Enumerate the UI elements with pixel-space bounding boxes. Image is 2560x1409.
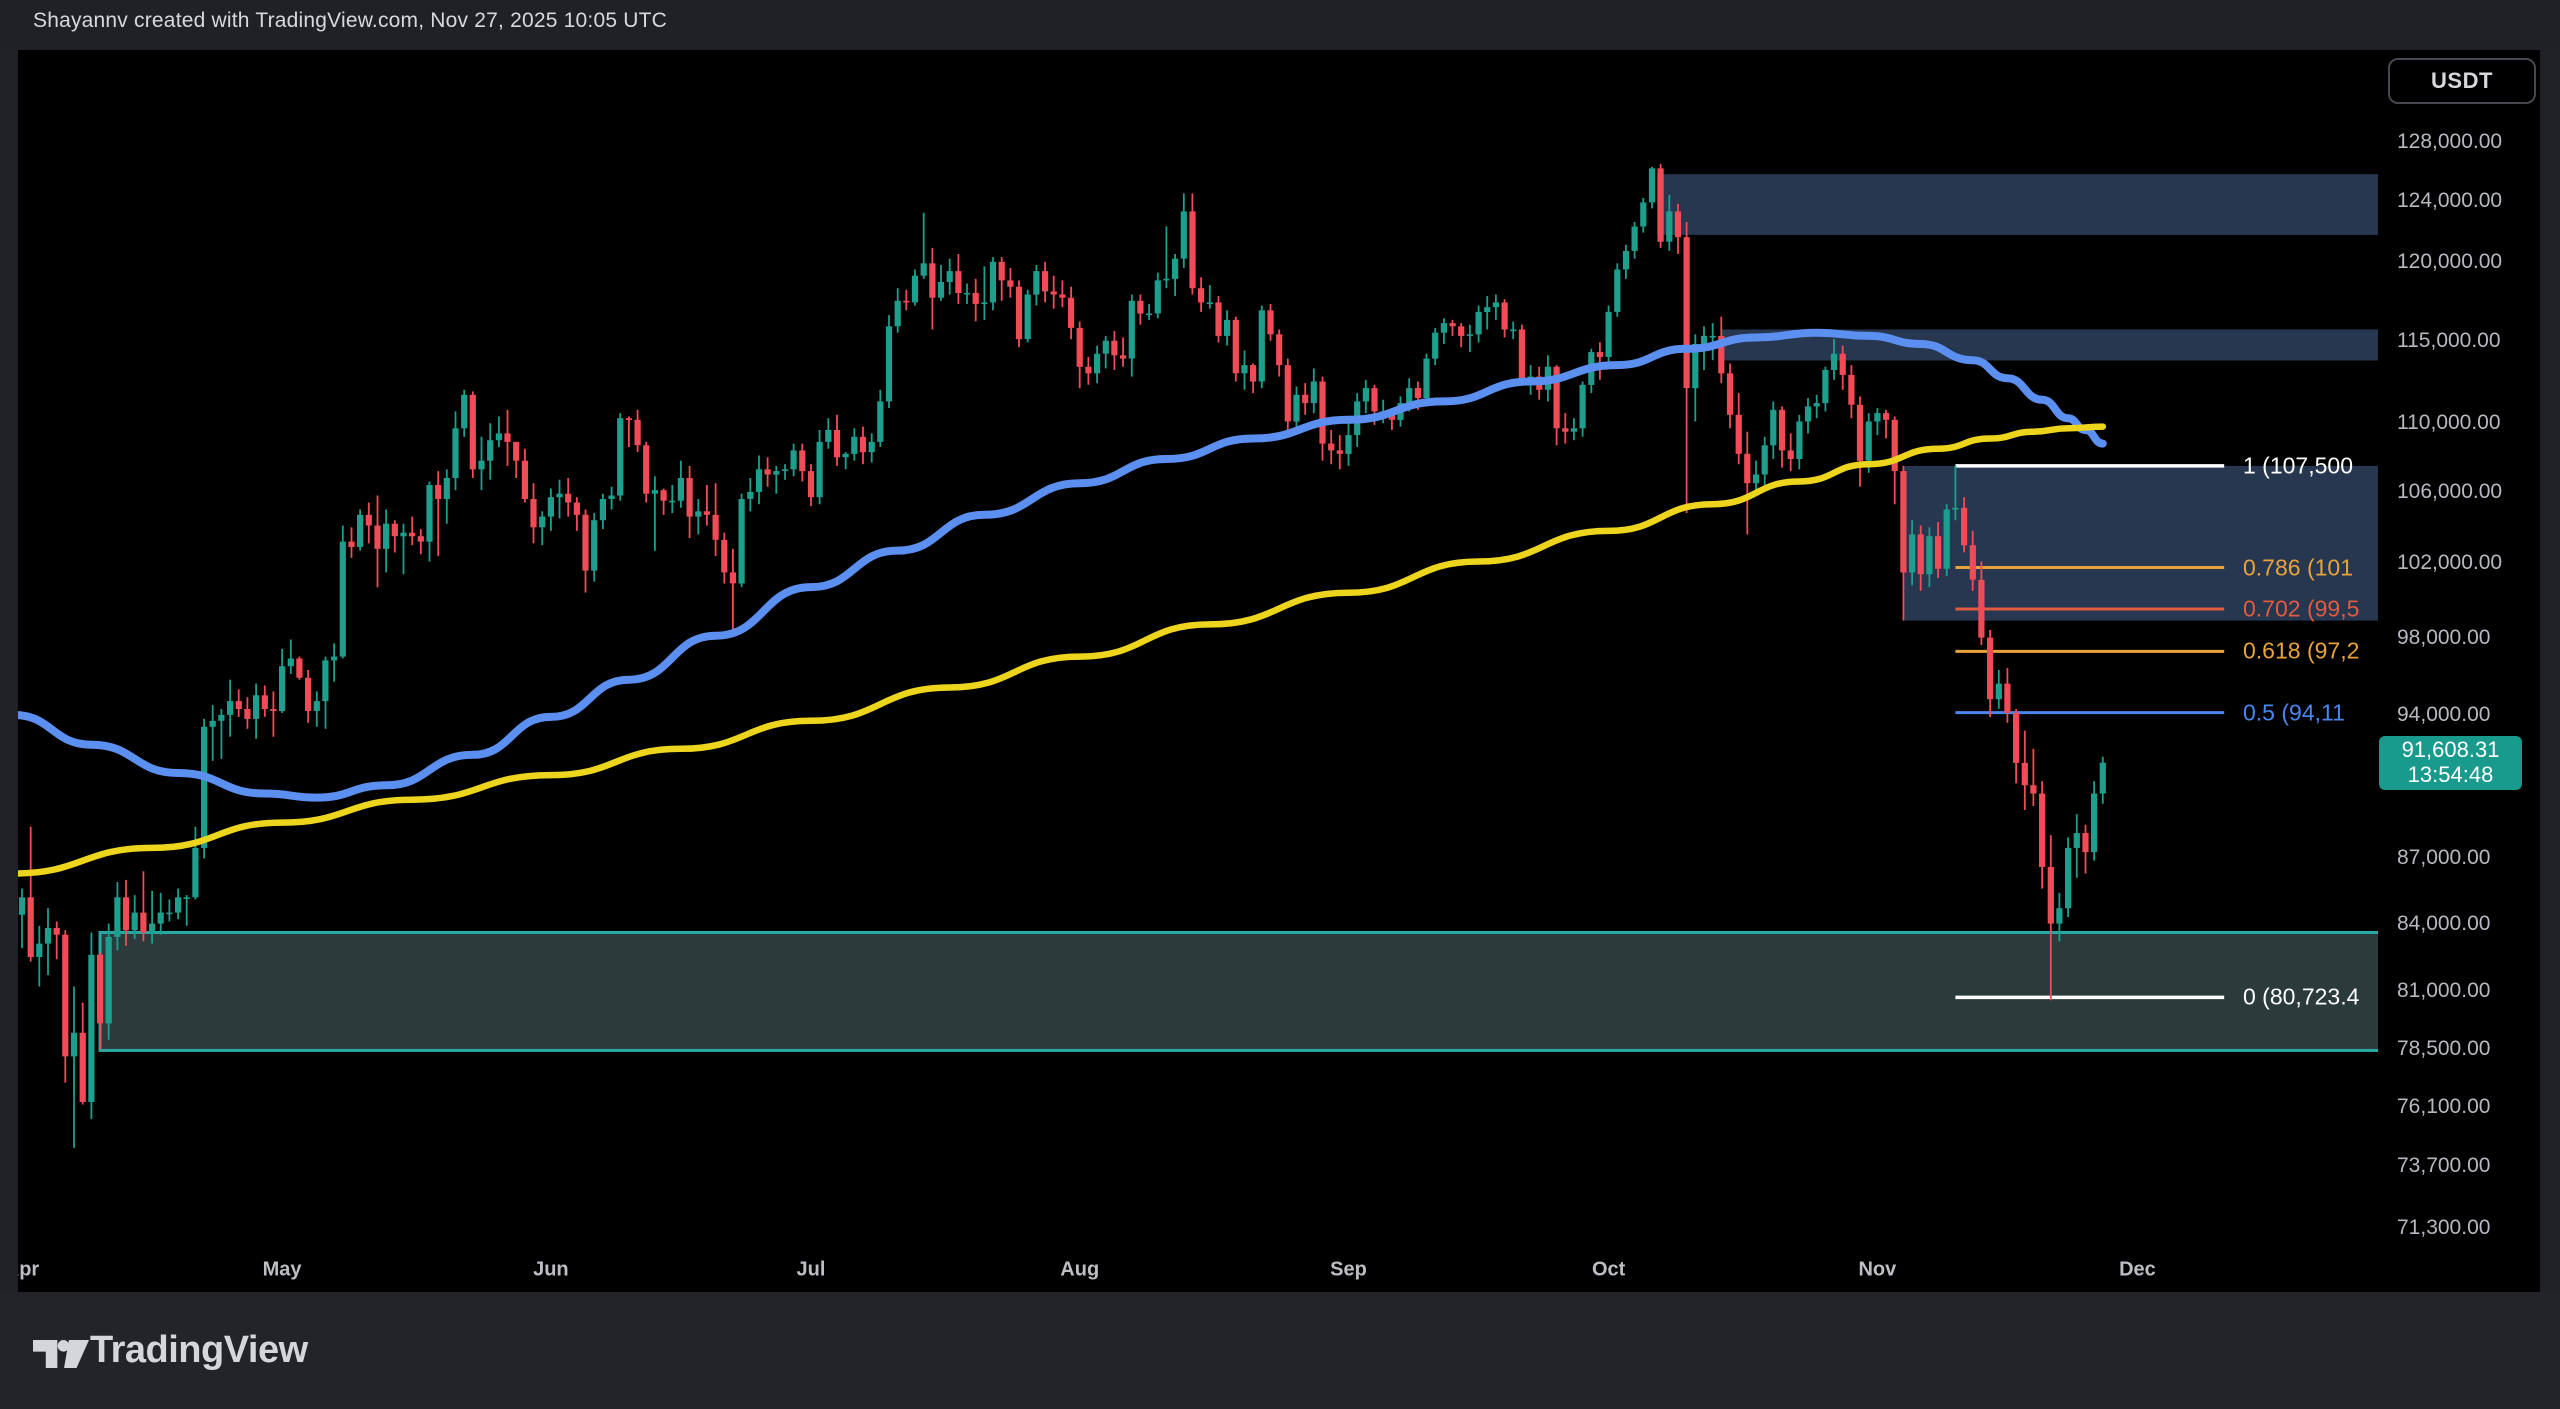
attribution-text: Shayannv created with TradingView.com, N…: [33, 9, 667, 32]
price-axis-label: 76,100.00: [2397, 1094, 2491, 1118]
price-axis-label: 102,000.00: [2397, 551, 2503, 575]
attribution-bar: Shayannv created with TradingView.com, N…: [0, 0, 2560, 50]
price-axis-label: 81,000.00: [2397, 979, 2491, 1003]
currency-toggle-button[interactable]: USDT: [2388, 58, 2536, 104]
footer-bar: TradingView: [0, 1292, 2560, 1409]
last-price-value: 91,608.31: [2401, 737, 2500, 763]
last-price-badge: 91,608.31 13:54:48: [2379, 735, 2522, 790]
price-axis-label: 71,300.00: [2397, 1215, 2491, 1239]
price-plot[interactable]: [18, 50, 2540, 1292]
bar-countdown: 13:54:48: [2407, 761, 2494, 787]
price-axis-label: 128,000.00: [2397, 130, 2503, 153]
price-axis-label: 73,700.00: [2397, 1154, 2491, 1178]
price-axis-label: 124,000.00: [2397, 188, 2503, 212]
price-axis-label: 84,000.00: [2397, 911, 2491, 935]
price-axis-label: 110,000.00: [2397, 411, 2501, 435]
price-axis-label: 120,000.00: [2397, 249, 2503, 273]
price-axis-label: 94,000.00: [2397, 702, 2491, 726]
chart-canvas[interactable]: [18, 50, 2540, 1292]
price-axis-label: 87,000.00: [2397, 846, 2491, 870]
tradingview-brand-text[interactable]: TradingView: [90, 1329, 308, 1371]
price-axis-label: 98,000.00: [2397, 625, 2491, 649]
tradingview-logo-icon[interactable]: [33, 1336, 89, 1372]
price-axis-label: 106,000.00: [2397, 479, 2503, 503]
price-axis-label: 78,500.00: [2397, 1037, 2491, 1061]
price-axis-label: 115,000.00: [2397, 328, 2501, 352]
